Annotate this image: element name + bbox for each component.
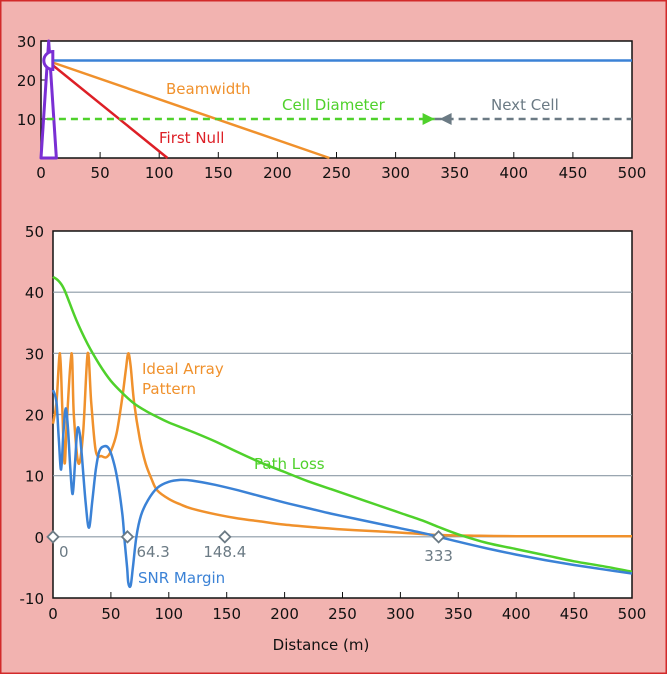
top-x-tick-label: 150: [204, 164, 233, 182]
first-null-label: First Null: [159, 129, 224, 147]
bottom-y-tick-label: 0: [34, 529, 44, 547]
bottom-x-tick-label: 350: [444, 605, 473, 623]
bottom-x-tick-label: 450: [560, 605, 589, 623]
x-axis-label: Distance (m): [273, 636, 370, 654]
bottom-x-tick-label: 200: [270, 605, 299, 623]
distance-marker: [431, 530, 446, 544]
bottom-y-tick-label: 20: [25, 407, 44, 425]
top-x-tick-label: 50: [91, 164, 110, 182]
path-loss-label: Path Loss: [254, 455, 325, 473]
beamwidth-label: Beamwidth: [166, 80, 251, 98]
series-snr-margin: [51, 389, 633, 589]
top-x-tick-label: 350: [440, 164, 469, 182]
top-y-tick-label: 20: [17, 72, 36, 90]
top-x-tick-label: 0: [36, 164, 46, 182]
next-cell-label: Next Cell: [491, 96, 559, 114]
top-x-tick-label: 300: [381, 164, 410, 182]
top-y-tick-label: 30: [17, 33, 36, 51]
bottom-x-tick-label: 150: [212, 605, 241, 623]
bottom-x-tick-label: 300: [386, 605, 415, 623]
top-x-tick-label: 400: [499, 164, 528, 182]
bottom-x-tick-label: 500: [618, 605, 647, 623]
distance-marker-label: 0: [59, 543, 69, 561]
bottom-x-tick-label: 50: [101, 605, 120, 623]
distance-marker: [120, 530, 135, 544]
distance-marker-label: 64.3: [136, 543, 169, 561]
distance-marker: [218, 530, 232, 544]
bottom-y-tick-label: -10: [20, 590, 45, 608]
bottom-x-tick-label: 0: [48, 605, 58, 623]
top-x-tick-label: 200: [263, 164, 292, 182]
series-path-loss: [52, 275, 633, 573]
top-y-tick-label: 10: [17, 111, 36, 129]
bottom-y-tick-label: 50: [25, 223, 44, 241]
series-ideal-array: [51, 352, 633, 538]
distance-marker: [46, 530, 60, 544]
antenna-dish: [42, 49, 55, 72]
ideal-array-label-line1: Ideal Array: [142, 360, 224, 378]
cell-diameter-arrowhead: [422, 113, 435, 125]
top-x-tick-label: 500: [618, 164, 647, 182]
bottom-x-tick-label: 250: [328, 605, 357, 623]
bottom-y-tick-label: 10: [25, 468, 44, 486]
top-x-tick-label: 250: [322, 164, 351, 182]
bottom-y-tick-label: 30: [25, 345, 44, 363]
bottom-x-tick-label: 100: [154, 605, 183, 623]
top-series-first-null: [46, 59, 169, 159]
top-series-beamwidth: [46, 59, 330, 160]
top-x-tick-label: 100: [145, 164, 174, 182]
top-x-tick-label: 450: [559, 164, 588, 182]
bottom-x-tick-label: 400: [502, 605, 531, 623]
antenna-tower: [39, 39, 58, 160]
cell-diameter-label: Cell Diameter: [282, 96, 386, 114]
distance-marker-label: 333: [424, 547, 453, 565]
next-cell-arrowhead: [439, 113, 452, 125]
snr-margin-label: SNR Margin: [138, 569, 225, 587]
top-chart: 0 50 100 150 200 250 300 350 400 450 500 10 20 30 Bea…: [17, 33, 646, 182]
distance-marker-label: 148.4: [203, 543, 246, 561]
ideal-array-label-line2: Pattern: [142, 380, 196, 398]
bottom-y-tick-label: 40: [25, 284, 44, 302]
